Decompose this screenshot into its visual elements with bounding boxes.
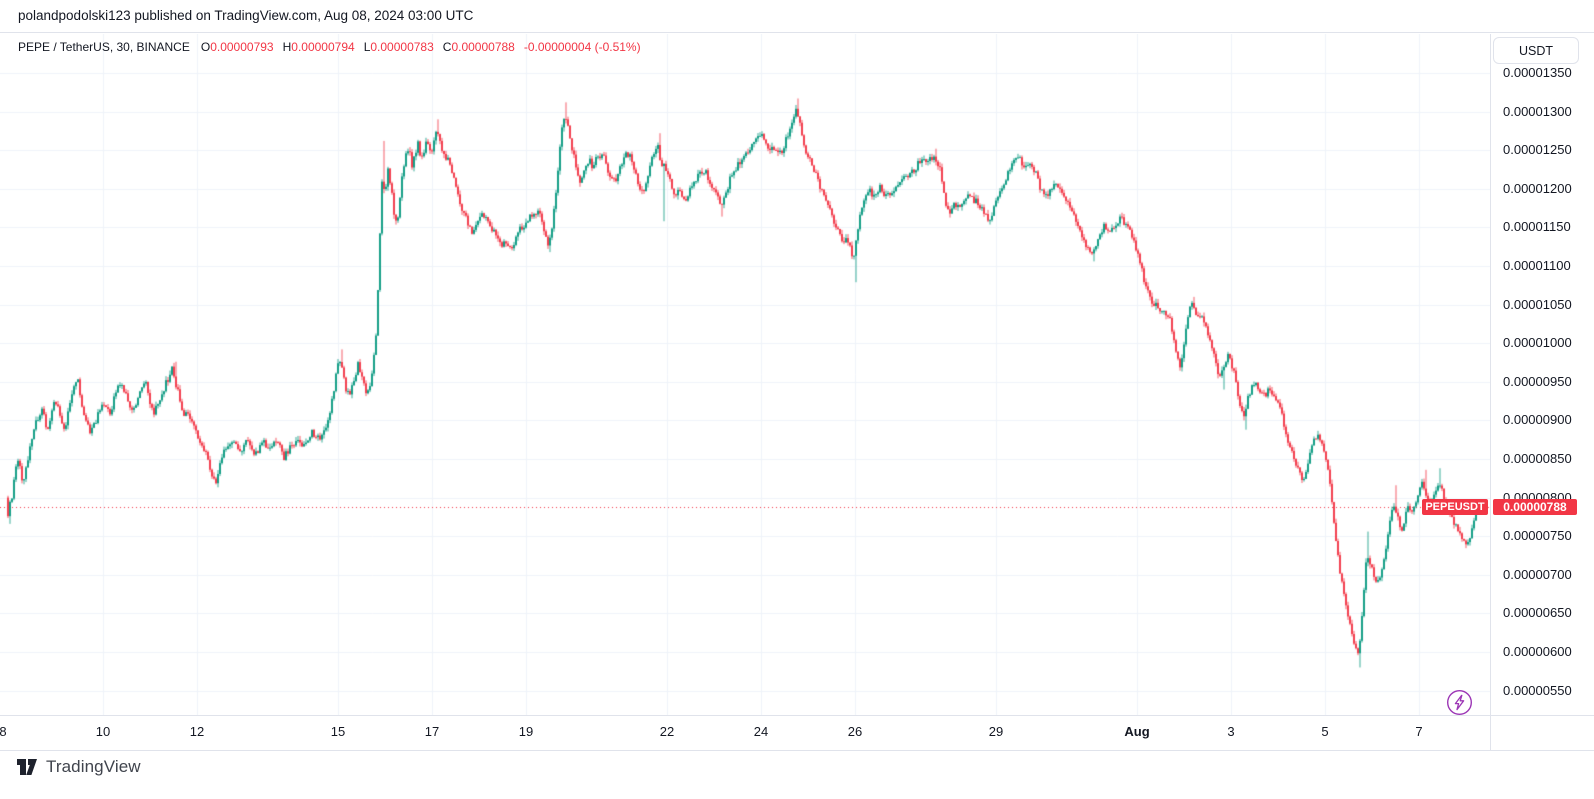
price-axis-label: 0.00001000 <box>1503 335 1572 351</box>
price-axis[interactable]: USDT 0.00001350 0.00001300 0.00001250 0.000… <box>1491 34 1594 715</box>
symbol-title: PEPE / TetherUS, 30, BINANCE <box>18 40 190 54</box>
time-axis-label: 19 <box>518 724 534 739</box>
time-axis-label: 7 <box>1415 724 1423 739</box>
time-axis-label: 8 <box>0 724 7 739</box>
legend-low: L0.00000783 <box>363 40 434 54</box>
price-axis-label: 0.00000750 <box>1503 528 1572 544</box>
price-axis-label: 0.00000550 <box>1503 682 1572 698</box>
price-axis-border <box>1490 34 1491 750</box>
time-axis-label: 29 <box>988 724 1004 739</box>
price-axis-label: 0.00001300 <box>1503 103 1572 119</box>
price-axis-label: 0.00000900 <box>1503 412 1572 428</box>
tradingview-footer-link[interactable]: TradingView <box>16 757 141 777</box>
legend-high: H0.00000794 <box>282 40 355 54</box>
attribution-text: polandpodolski123 published on TradingVi… <box>18 8 474 23</box>
price-axis-label: 0.00000950 <box>1503 373 1572 389</box>
currency-toggle-button[interactable]: USDT <box>1493 37 1579 64</box>
time-axis-border <box>0 715 1594 716</box>
time-axis-label: 5 <box>1321 724 1329 739</box>
price-axis-label: 0.00001250 <box>1503 142 1572 158</box>
time-axis-label: 26 <box>847 724 863 739</box>
time-axis-label: 3 <box>1227 724 1235 739</box>
time-axis-label: 12 <box>189 724 205 739</box>
price-axis-label: 0.00001100 <box>1503 258 1571 273</box>
price-axis-label: 0.00001050 <box>1503 296 1572 312</box>
boost-lightning-icon[interactable] <box>1446 689 1473 716</box>
price-axis-label: 0.00001200 <box>1503 180 1572 196</box>
time-axis[interactable]: 8 10 12 15 17 19 22 24 26 29 Aug 3 5 7 <box>0 716 1490 749</box>
symbol-legend: PEPE / TetherUS, 30, BINANCE O0.00000793… <box>18 40 641 54</box>
time-axis-label: 10 <box>95 724 111 739</box>
price-axis-label: 0.00000850 <box>1503 451 1572 466</box>
legend-close: C0.00000788 <box>442 40 515 54</box>
price-axis-label: 0.00001150 <box>1503 219 1571 235</box>
legend-change: -0.00000004 (-0.51%) <box>523 40 641 54</box>
frame-bottom-border <box>0 750 1594 751</box>
price-axis-label: 0.00000600 <box>1503 644 1572 659</box>
price-axis-label: 0.00001350 <box>1503 65 1572 80</box>
legend-open: O0.00000793 <box>200 40 274 54</box>
time-axis-label: 24 <box>753 724 769 739</box>
time-axis-label: 15 <box>330 724 346 739</box>
time-axis-label: 17 <box>424 724 440 739</box>
tradingview-logo-icon <box>17 759 37 775</box>
price-line-symbol-tag: PEPEUSDT <box>1422 498 1488 515</box>
price-axis-label: 0.00000700 <box>1503 566 1572 582</box>
attribution-bar: polandpodolski123 published on TradingVi… <box>0 0 1594 33</box>
candlestick-chart[interactable] <box>0 34 1490 715</box>
last-price-tag: 0.00000788 <box>1493 498 1577 515</box>
lightning-bolt-icon <box>1454 694 1465 711</box>
tradingview-wordmark: TradingView <box>46 757 141 776</box>
time-axis-label: Aug <box>1124 724 1150 739</box>
price-axis-label: 0.00000650 <box>1503 605 1572 621</box>
time-axis-label: 22 <box>659 724 675 739</box>
